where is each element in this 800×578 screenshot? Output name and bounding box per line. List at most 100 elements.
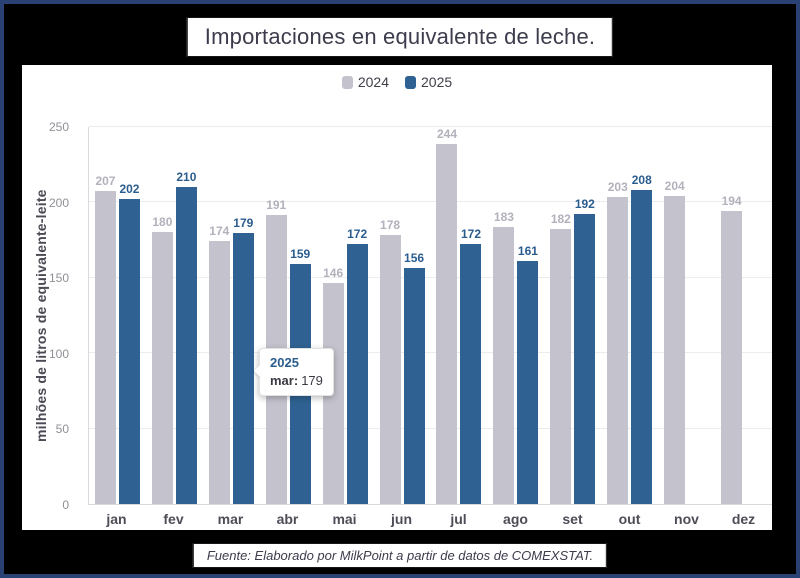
bar-group-jun: 178 156 xyxy=(374,127,431,504)
bar-value-2024-jul: 244 xyxy=(436,127,457,141)
bar-2025-ago[interactable] xyxy=(517,260,539,504)
bar-2025-jul[interactable] xyxy=(460,243,482,504)
plot-area: 207 202 180 210 174 179 191 159 146 172 178 156 244 1… xyxy=(88,126,772,505)
bar-slot-2024-mar: 174 xyxy=(208,127,230,504)
bar-slot-2025-abr: 159 xyxy=(289,127,311,504)
bar-group-out: 203 208 xyxy=(601,127,658,504)
x-axis-label-set: set xyxy=(562,511,583,527)
bar-value-2024-set: 182 xyxy=(550,211,571,226)
x-axis-label-dez: dez xyxy=(731,511,756,527)
legend-label-2024: 2024 xyxy=(357,74,389,90)
bar-group-jan: 207 202 xyxy=(89,127,146,504)
gridline-250 xyxy=(89,126,772,127)
x-axis-label-abr: abr xyxy=(276,511,299,527)
bar-2024-ago[interactable] xyxy=(493,227,515,504)
bar-value-2025-fev: 210 xyxy=(176,169,197,184)
x-axis-label-jan: jan xyxy=(106,511,127,527)
bar-group-dez: 194 xyxy=(715,127,772,504)
bar-2025-jun[interactable] xyxy=(403,268,425,504)
bar-value-2024-dez: 194 xyxy=(721,193,742,208)
tooltip-category: mar: xyxy=(270,373,299,388)
bar-slot-2025-mai: 172 xyxy=(346,127,368,504)
bar-value-2024-jun: 178 xyxy=(380,217,401,232)
legend-item-2024[interactable]: 2024 xyxy=(341,74,389,90)
x-axis-label-fev: fev xyxy=(163,511,184,527)
tooltip-arrow-icon xyxy=(254,365,260,377)
bar-2024-jul[interactable] xyxy=(436,144,458,504)
bar-slot-2024-set: 182 xyxy=(550,127,572,504)
x-axis-labels: jan fev mar abr mai jun jul ago set out nov dez xyxy=(88,511,772,527)
y-axis-tick-0: 0 xyxy=(62,498,69,512)
bar-2025-set[interactable] xyxy=(574,213,596,504)
gridline-100 xyxy=(89,352,772,354)
bar-group-fev: 180 210 xyxy=(146,127,203,504)
bar-value-2025-out: 208 xyxy=(631,172,652,187)
bar-2025-out[interactable] xyxy=(631,189,653,504)
bar-value-2025-mai: 172 xyxy=(347,226,368,241)
bar-value-2025-abr: 159 xyxy=(290,246,311,261)
bar-slot-2024-abr: 191 xyxy=(265,127,287,504)
bar-group-ago: 183 161 xyxy=(487,127,544,504)
bar-value-2025-jun: 156 xyxy=(404,251,425,266)
bar-group-mar: 174 179 xyxy=(203,127,260,504)
y-axis-tick-100: 100 xyxy=(48,346,69,361)
x-axis-label-mai: mai xyxy=(332,511,357,527)
bar-slot-2025-ago: 161 xyxy=(517,127,539,504)
legend-swatch-2025 xyxy=(405,75,416,89)
bar-value-2024-jan: 207 xyxy=(95,174,116,188)
bar-group-set: 182 192 xyxy=(544,127,601,504)
bar-2024-jan[interactable] xyxy=(94,191,116,504)
bar-2024-set[interactable] xyxy=(550,228,572,504)
bar-2024-dez[interactable] xyxy=(721,210,743,504)
bar-slot-2024-jun: 178 xyxy=(379,127,401,504)
bar-2025-mar[interactable] xyxy=(232,233,254,504)
bar-2024-fev[interactable] xyxy=(151,231,173,504)
bar-value-2024-out: 203 xyxy=(607,180,628,195)
bar-group-abr: 191 159 xyxy=(260,127,317,504)
bar-2024-mar[interactable] xyxy=(208,240,230,504)
bar-groups: 207 202 180 210 174 179 191 159 146 172 178 156 244 1… xyxy=(89,127,772,504)
bar-slot-2025-jul: 172 xyxy=(460,127,482,504)
tooltip: 2025 mar: 179 xyxy=(254,348,334,396)
legend: 2024 2025 xyxy=(22,74,772,90)
bar-slot-2024-fev: 180 xyxy=(151,127,173,504)
tooltip-series: 2025 xyxy=(270,355,299,370)
bar-slot-2025-set: 192 xyxy=(574,127,596,504)
tooltip-value-line: mar: 179 xyxy=(270,373,323,388)
bar-2025-fev[interactable] xyxy=(175,186,197,504)
bar-2025-mai[interactable] xyxy=(346,243,368,504)
y-axis-tick-150: 150 xyxy=(48,271,69,286)
x-axis-label-out: out xyxy=(618,511,641,527)
source-note-text: Fuente: Elaborado por MilkPoint a partir… xyxy=(206,548,594,563)
bar-slot-2024-nov: 204 xyxy=(664,127,686,504)
x-axis-label-mar: mar xyxy=(217,511,244,527)
y-axis-tick-50: 50 xyxy=(55,422,69,437)
source-note: Fuente: Elaborado por MilkPoint a partir… xyxy=(192,543,608,568)
gridlines xyxy=(89,126,772,504)
bar-slot-2024-jul: 244 xyxy=(436,127,458,504)
legend-item-2025[interactable]: 2025 xyxy=(405,74,452,90)
x-axis-label-ago: ago xyxy=(503,511,528,527)
tooltip-value: 179 xyxy=(301,373,323,388)
bar-2024-jun[interactable] xyxy=(379,234,401,504)
bar-2025-jan[interactable] xyxy=(118,198,140,504)
bar-slot-2025-jun: 156 xyxy=(403,127,425,504)
bar-2024-out[interactable] xyxy=(607,197,629,504)
legend-label-2025: 2025 xyxy=(421,74,453,90)
bar-slot-2025-nov xyxy=(688,127,709,504)
bar-slot-2024-jan: 207 xyxy=(94,127,116,504)
bar-slot-2025-jan: 202 xyxy=(118,127,140,504)
bar-value-2024-mar: 174 xyxy=(209,223,230,238)
bar-value-2025-ago: 161 xyxy=(517,243,538,258)
legend-swatch-2024 xyxy=(341,75,353,89)
bar-value-2025-jan: 202 xyxy=(119,181,140,196)
bar-group-jul: 244 172 xyxy=(431,127,488,504)
gridline-200 xyxy=(89,201,772,203)
gridline-150 xyxy=(89,276,772,278)
bar-value-2025-jul: 172 xyxy=(460,226,481,241)
bar-slot-2024-out: 203 xyxy=(607,127,629,504)
bar-value-2024-mai: 146 xyxy=(323,266,344,281)
bar-value-2024-ago: 183 xyxy=(493,210,514,225)
chart-title-text: Importaciones en equivalente de leche. xyxy=(204,24,596,49)
bar-2024-nov[interactable] xyxy=(664,195,686,504)
